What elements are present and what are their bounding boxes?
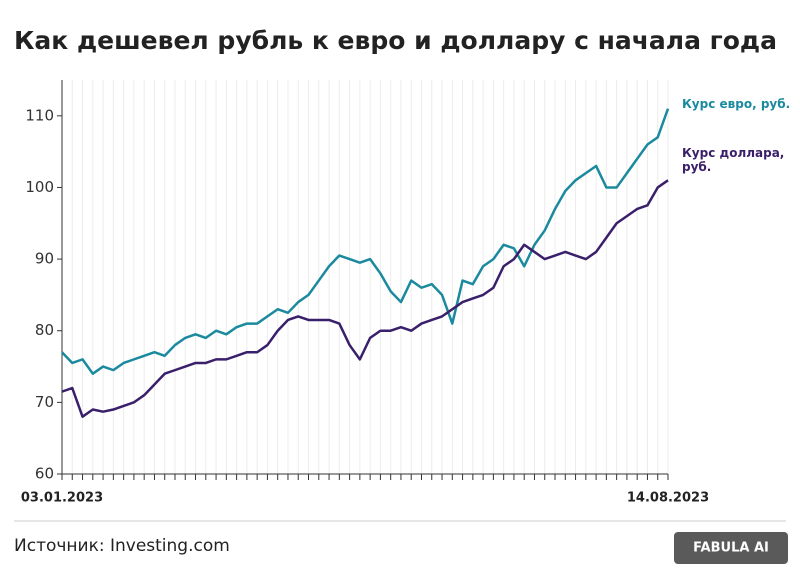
logo-box <box>674 532 788 564</box>
chart-title: Как дешевел рубль к евро и доллару с нач… <box>14 26 777 55</box>
x-tick-label: 03.01.2023 <box>21 491 103 506</box>
line <box>61 179 669 418</box>
source: Источник: Investing.com <box>14 536 230 556</box>
series-label: Курс евро, руб. <box>682 96 791 111</box>
line <box>61 108 670 375</box>
y-tick-label: 80 <box>35 321 54 339</box>
y-tick-label: 70 <box>35 393 54 411</box>
logo: FABULA AI <box>693 541 769 556</box>
y-tick-label: 100 <box>25 178 54 196</box>
y-tick-label: 60 <box>35 465 54 483</box>
x-tick-label: 14.08.2023 <box>627 491 709 506</box>
series-label: Курс доллара, руб. <box>682 146 785 175</box>
y-tick-label: 90 <box>35 250 54 268</box>
y-tick-label: 110 <box>25 106 54 124</box>
